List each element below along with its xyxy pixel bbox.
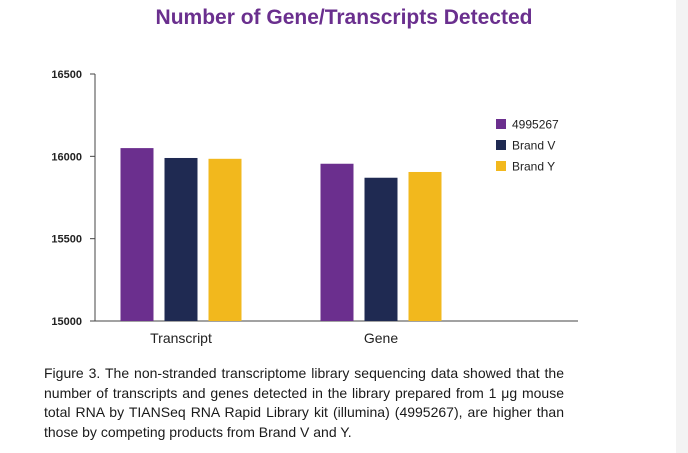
chart-title: Number of Gene/Transcripts Detected	[155, 6, 533, 29]
bar	[320, 163, 354, 321]
bar	[364, 177, 398, 321]
x-category-label: Gene	[364, 330, 398, 346]
legend-label: Brand V	[512, 139, 555, 153]
y-tick-label: 16000	[51, 151, 82, 163]
bar	[408, 171, 442, 321]
x-category-label: Transcript	[150, 330, 212, 346]
y-tick-label: 16500	[51, 69, 82, 81]
y-tick-label: 15500	[51, 234, 82, 246]
figure-caption: Figure 3. The non-stranded transcriptome…	[44, 365, 564, 440]
legend-swatch	[496, 161, 506, 171]
bar	[164, 157, 198, 321]
y-tick-label: 15000	[51, 316, 82, 328]
legend-swatch	[496, 140, 506, 150]
bar	[120, 148, 154, 321]
legend-label: 4995267	[512, 118, 559, 132]
bar	[208, 158, 242, 321]
legend-swatch	[496, 119, 506, 129]
page-edge-strip	[676, 0, 688, 453]
legend-label: Brand Y	[512, 160, 555, 174]
